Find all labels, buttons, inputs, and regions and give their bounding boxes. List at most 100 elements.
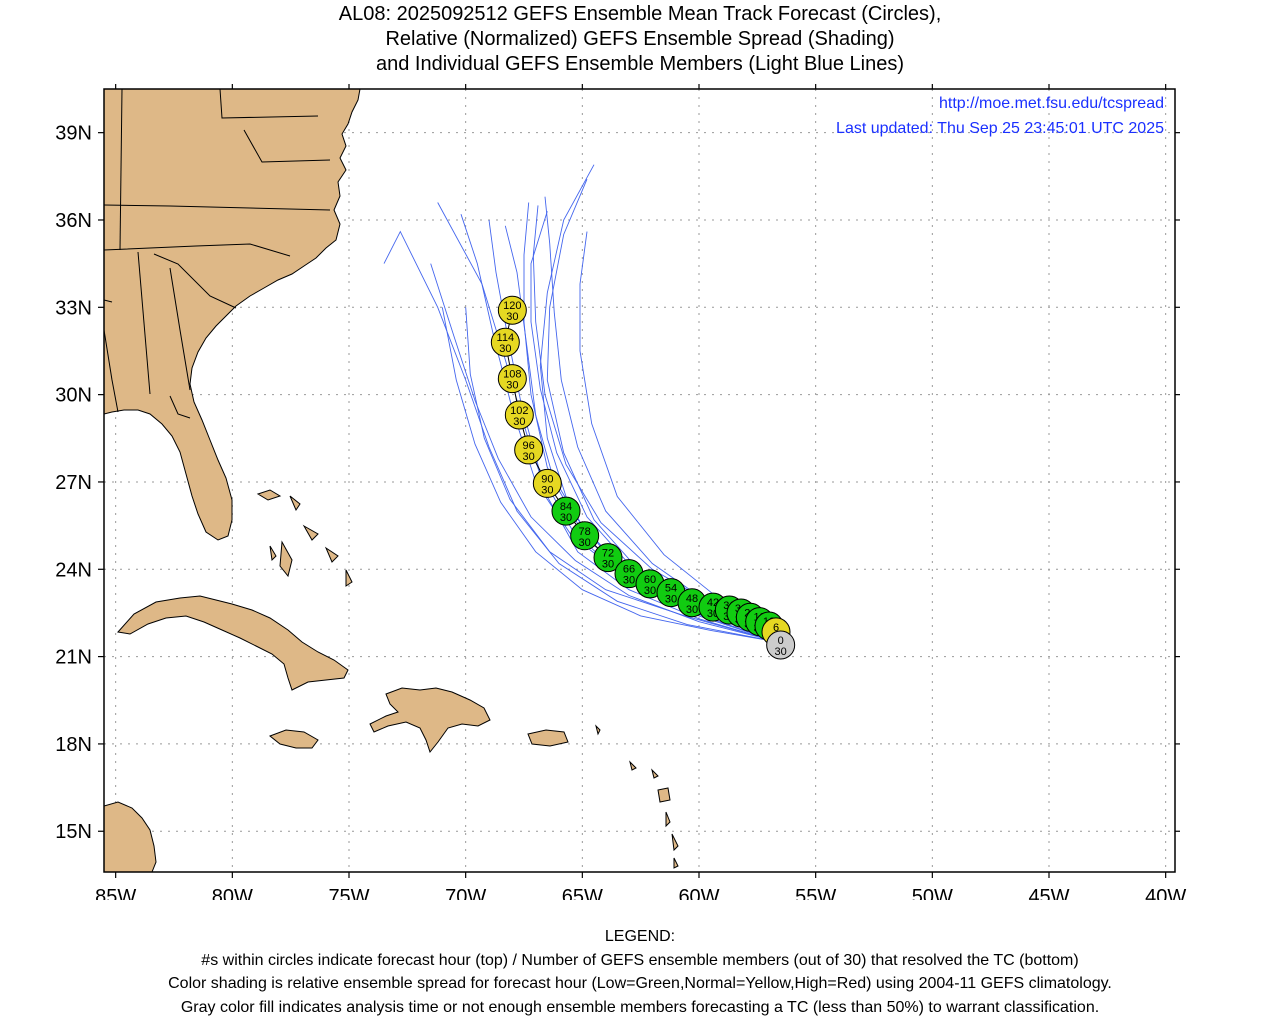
member-track-line [441, 307, 779, 643]
member-count-label: 30 [560, 512, 572, 524]
cuba-landmass [117, 595, 349, 691]
title-line-1: AL08: 2025092512 GEFS Ensemble Mean Trac… [338, 3, 942, 25]
forecast-hour-label: 66 [623, 564, 635, 576]
member-count-label: 30 [506, 380, 518, 392]
forecast-hour-label: 96 [523, 440, 535, 452]
track-point-circle [497, 364, 527, 394]
forecast-hour-label: 6 [773, 622, 779, 634]
track-point-circle [490, 327, 520, 357]
member-count-label: 30 [623, 575, 635, 587]
legend-heading: LEGEND: [604, 928, 676, 945]
lat-tick-label: 18N [55, 734, 92, 756]
lon-tick-label: 45W [1028, 886, 1069, 900]
member-count-label: 30 [499, 343, 511, 355]
lon-tick-label: 40W [1145, 886, 1186, 900]
lat-tick-label: 39N [55, 123, 92, 145]
lat-tick-label: 21N [55, 647, 92, 669]
bahamas-islands [256, 489, 353, 587]
legend-line-3: Gray color fill indicates analysis time … [180, 998, 1100, 1016]
member-count-label: 30 [644, 585, 656, 597]
map-title: AL08: 2025092512 GEFS Ensemble Mean Trac… [0, 2, 1280, 77]
ensemble-member-tracks [383, 164, 779, 643]
forecast-hour-label: 72 [602, 548, 614, 560]
forecast-hour-label: 0 [778, 635, 784, 647]
member-count-label: 30 [579, 537, 591, 549]
member-track-line [383, 230, 779, 643]
member-count-label: 30 [513, 416, 525, 428]
title-line-3: and Individual GEFS Ensemble Members (Li… [375, 53, 905, 75]
lon-tick-label: 80W [212, 886, 253, 900]
lesser-antilles-islands [595, 724, 679, 869]
forecast-hour-label: 54 [665, 583, 677, 595]
legend-line-1: #s within circles indicate forecast hour… [201, 951, 1079, 969]
member-count-label: 30 [541, 484, 553, 496]
us-east-coast-landmass [104, 89, 361, 541]
member-count-label: 30 [665, 594, 677, 606]
mean-track-circles: 1203011430108301023096309030843078307230… [490, 295, 796, 660]
axis-ticks [98, 84, 1180, 878]
jamaica-landmass [269, 729, 319, 749]
lat-tick-label: 24N [55, 559, 92, 581]
forecast-hour-label: 60 [644, 574, 656, 586]
track-point-circle [532, 468, 562, 498]
legend: LEGEND: #s within circles indicate forec… [0, 925, 1280, 1019]
track-point: 030 [766, 630, 796, 660]
lat-tick-label: 36N [55, 210, 92, 232]
lon-tick-label: 50W [912, 886, 953, 900]
lat-tick-label: 15N [55, 821, 92, 843]
member-count-label: 30 [775, 646, 787, 658]
track-point-circle [570, 521, 600, 551]
lon-tick-label: 85W [95, 886, 136, 900]
track-map: 1203011430108301023096309030843078307230… [55, 84, 1186, 900]
lat-tick-label: 30N [55, 385, 92, 407]
longitude-labels: 85W 80W 75W 70W 65W 60W 55W 50W 45W 40W [95, 886, 1186, 900]
forecast-hour-label: 90 [541, 473, 553, 485]
title-line-2: Relative (Normalized) GEFS Ensemble Spre… [385, 28, 895, 50]
legend-line-2: Color shading is relative ensemble sprea… [168, 975, 1112, 992]
last-updated-text: Last updated: Thu Sep 25 23:45:01 UTC 20… [836, 120, 1164, 137]
member-count-label: 30 [523, 451, 535, 463]
member-count-label: 30 [686, 604, 698, 616]
lon-tick-label: 75W [328, 886, 369, 900]
track-point-circle [551, 496, 581, 526]
latitude-labels: 39N 36N 33N 30N 27N 24N 21N 18N 15N [55, 123, 92, 844]
source-url-link[interactable]: http://moe.met.fsu.edu/tcspread [939, 95, 1164, 112]
forecast-hour-label: 120 [503, 300, 521, 312]
state-borders [104, 89, 331, 419]
forecast-hour-label: 102 [510, 405, 528, 417]
member-count-label: 30 [506, 311, 518, 323]
lat-tick-label: 27N [55, 472, 92, 494]
plot-frame [103, 88, 1176, 873]
south-america-landmass [104, 801, 157, 872]
member-track-line [579, 231, 779, 643]
lon-tick-label: 60W [678, 886, 719, 900]
member-count-label: 30 [602, 559, 614, 571]
forecast-hour-label: 78 [579, 526, 591, 538]
member-track-line [539, 164, 779, 643]
track-point-circle [514, 435, 544, 465]
forecast-hour-label: 114 [497, 332, 515, 344]
member-track-line [430, 263, 779, 643]
hispaniola-landmass [369, 687, 491, 754]
member-track-line [437, 202, 779, 643]
lon-tick-label: 55W [795, 886, 836, 900]
track-point-circle [593, 543, 623, 573]
track-point-circle [504, 400, 534, 430]
lat-tick-label: 33N [55, 297, 92, 319]
track-point-circle [497, 295, 527, 325]
track-point-circle [766, 630, 796, 660]
forecast-hour-label: 84 [560, 501, 572, 513]
forecast-hour-label: 48 [686, 593, 698, 605]
puerto-rico-landmass [527, 729, 569, 747]
land-layer [104, 89, 679, 872]
